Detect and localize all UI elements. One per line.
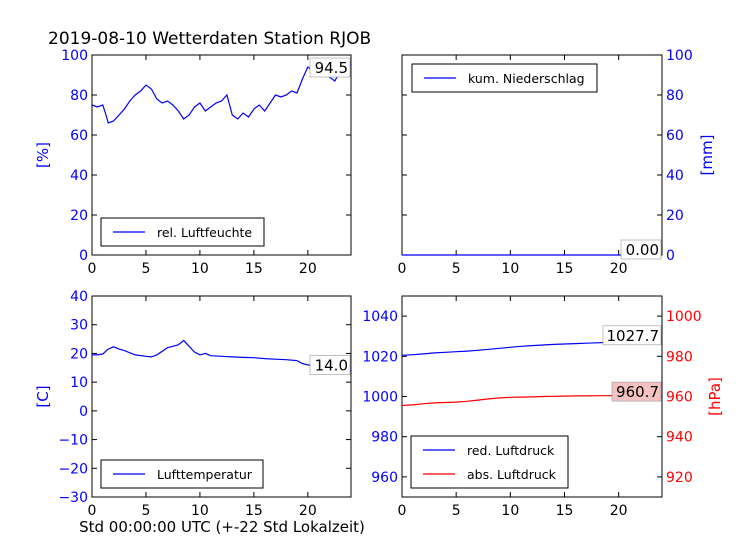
legend: kum. Niederschlag xyxy=(411,63,598,93)
y-tick-label: 100 xyxy=(666,48,693,64)
y-tick-label: 20 xyxy=(70,346,88,362)
right-y-tick-label: 980 xyxy=(666,349,693,365)
legend-box xyxy=(410,435,569,489)
y-tick-label: 1000 xyxy=(362,390,398,406)
x-tick-label: 0 xyxy=(398,503,407,519)
x-tick-label: 5 xyxy=(141,503,150,519)
x-tick-label: 20 xyxy=(299,261,317,277)
right-y-axis-label: [hPa] xyxy=(706,377,724,416)
y-axis-label: [C] xyxy=(34,385,52,407)
legend-label: kum. Niederschlag xyxy=(468,71,585,86)
chart-panel-2: 0 5 10 15 20 0 20 40 60 80 100 [mm] kum. Niederschla… xyxy=(398,48,716,277)
y-tick-label: 20 xyxy=(666,208,684,224)
x-tick-label: 15 xyxy=(245,503,263,519)
legend-label: abs. Luftdruck xyxy=(467,467,557,482)
x-tick-label: 20 xyxy=(610,261,628,277)
annotation-box xyxy=(620,239,662,260)
x-tick-label: 0 xyxy=(88,503,97,519)
x-tick-label: 0 xyxy=(88,261,97,277)
annotation-label: 94.5 xyxy=(315,59,348,77)
y-tick-label: 0 xyxy=(666,248,675,264)
annotation-box xyxy=(611,381,662,402)
x-tick-label: 15 xyxy=(556,503,574,519)
x-tick-label: 15 xyxy=(556,261,574,277)
chart-panel-4: 0 5 10 15 20 960 980 1000 1020 1040 920 940 960 980 10… xyxy=(362,295,724,519)
axes-frame xyxy=(91,54,352,256)
x-tick-label: 20 xyxy=(299,503,317,519)
y-tick-label: 0 xyxy=(79,248,88,264)
y-tick-label: −20 xyxy=(58,461,88,477)
right-y-tick-label: 1000 xyxy=(666,309,702,325)
x-axis-label: Std 00:00:00 UTC (+-22 Std Lokalzeit) xyxy=(79,518,365,536)
annotation-label: 960.7 xyxy=(616,383,659,401)
y-tick-label: 1040 xyxy=(362,309,398,325)
y-tick-label: 10 xyxy=(70,375,88,391)
y-tick-label: −30 xyxy=(58,490,88,506)
annotation-label: 14.0 xyxy=(315,357,348,375)
legend-label: red. Luftdruck xyxy=(467,443,555,458)
legend: red. Luftdruck abs. Luftdruck xyxy=(410,435,569,489)
y-axis-label: [mm] xyxy=(698,135,716,176)
y-tick-label: 20 xyxy=(70,208,88,224)
figure-title: 2019-08-10 Wetterdaten Station RJOB xyxy=(48,29,371,49)
y-tick-label: 980 xyxy=(371,430,398,446)
x-tick-label: 5 xyxy=(141,261,150,277)
x-tick-label: 20 xyxy=(610,503,628,519)
y-axis-label: [%] xyxy=(34,142,52,168)
legend: rel. Luftfeuchte xyxy=(100,217,265,247)
y-tick-label: 1020 xyxy=(362,349,398,365)
series-line xyxy=(92,339,352,372)
y-tick-label: 40 xyxy=(70,289,88,305)
y-tick-label: 0 xyxy=(79,404,88,420)
annotation-label: 1027.7 xyxy=(607,327,660,345)
x-tick-label: 10 xyxy=(501,261,519,277)
x-tick-label: 10 xyxy=(191,261,209,277)
annotation-box xyxy=(309,57,351,78)
x-tick-label: 5 xyxy=(452,261,461,277)
right-y-tick-label: 940 xyxy=(666,430,693,446)
y-tick-label: 100 xyxy=(61,48,88,64)
y-tick-label: 80 xyxy=(70,88,88,104)
x-tick-label: 5 xyxy=(452,503,461,519)
y-tick-label: 40 xyxy=(70,168,88,184)
chart-panel-3: 0 5 10 15 20 −30 −20 −10 0 10 20 30 40 [C] Lufttempera… xyxy=(34,289,352,519)
y-tick-label: 40 xyxy=(666,168,684,184)
legend: Lufttemperatur xyxy=(100,459,264,489)
series-line xyxy=(91,64,352,124)
right-y-tick-label: 960 xyxy=(666,390,693,406)
y-tick-label: 960 xyxy=(371,470,398,486)
y-tick-label: 30 xyxy=(70,318,88,334)
x-tick-label: 15 xyxy=(245,261,263,277)
x-tick-label: 10 xyxy=(501,503,519,519)
y-tick-label: 60 xyxy=(666,128,684,144)
annotation-box xyxy=(309,355,351,375)
legend-label: rel. Luftfeuchte xyxy=(157,225,252,240)
y-tick-label: −10 xyxy=(58,433,88,449)
y-tick-label: 80 xyxy=(666,88,684,104)
annotation-box xyxy=(602,325,662,346)
x-tick-label: 10 xyxy=(191,503,209,519)
annotation-label: 0.00 xyxy=(626,241,659,259)
x-tick-label: 0 xyxy=(398,261,407,277)
right-y-tick-label: 920 xyxy=(666,470,693,486)
chart-panel-1: 0 5 10 15 20 0 20 40 60 80 100 [%] rel. Luftfeuchte 9… xyxy=(34,48,352,277)
y-tick-label: 60 xyxy=(70,128,88,144)
legend-label: Lufttemperatur xyxy=(157,467,253,482)
axes-frame xyxy=(91,295,352,498)
